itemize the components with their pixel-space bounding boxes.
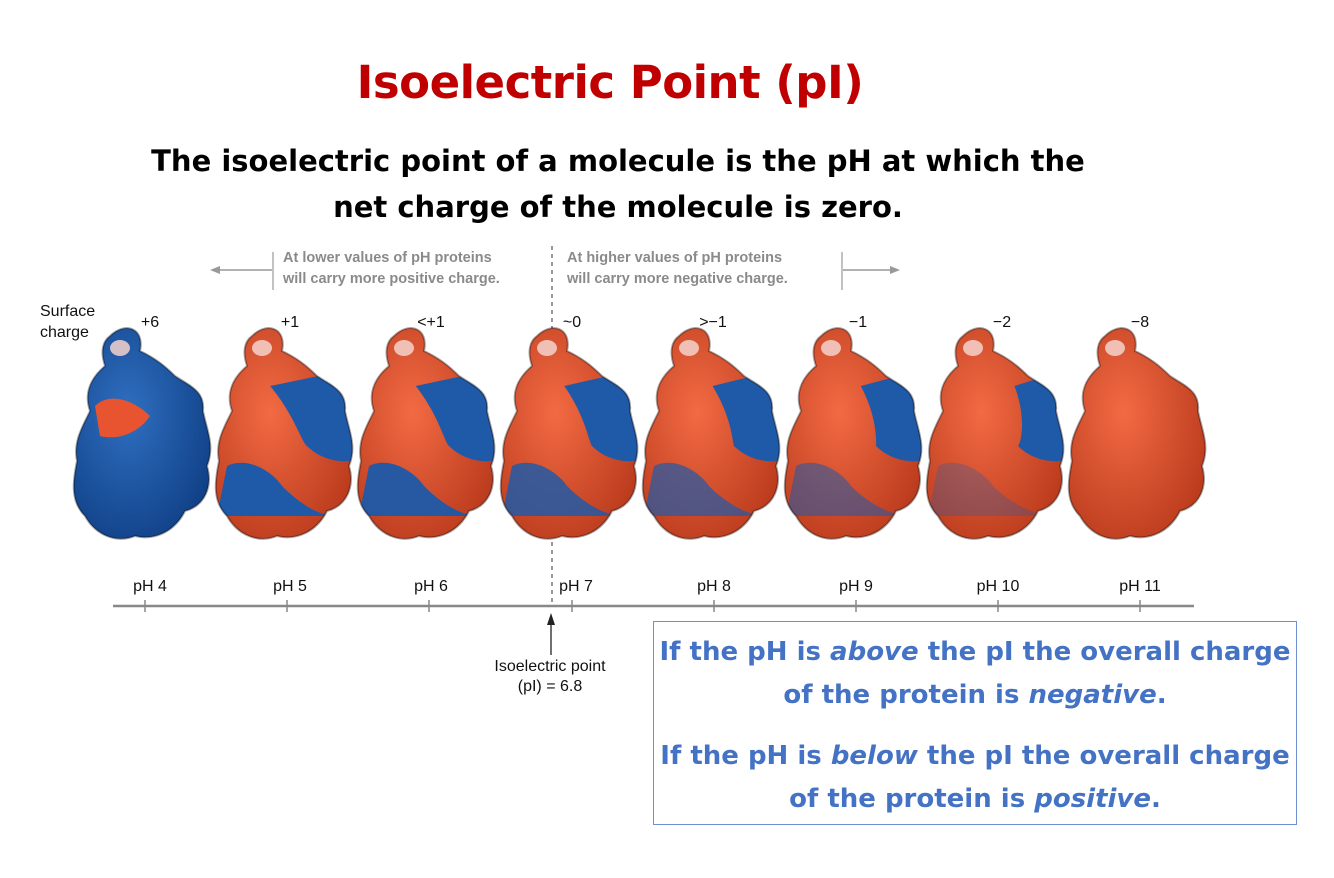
definition-line-1: The isoelectric point of a molecule is t… bbox=[151, 144, 1085, 178]
above-pi-rule-line-2: of the protein is negative. bbox=[654, 674, 1296, 717]
charge-label: +1 bbox=[280, 314, 300, 331]
positive-patch bbox=[644, 462, 764, 516]
higher-ph-note: At higher values of pH proteins will car… bbox=[567, 248, 788, 290]
protein-surface bbox=[356, 327, 496, 540]
protein-surface bbox=[641, 327, 781, 540]
protein-edge bbox=[783, 327, 923, 540]
positive-patch bbox=[928, 462, 1048, 516]
rule-text: . bbox=[1151, 784, 1161, 814]
protein-highlight bbox=[1105, 340, 1125, 356]
rule-text: of the protein is bbox=[783, 680, 1029, 710]
ph-label: pH 5 bbox=[273, 578, 307, 595]
higher-ph-note-line-1: At higher values of pH proteins bbox=[567, 250, 783, 266]
protein-surface bbox=[925, 327, 1065, 540]
definition-text: The isoelectric point of a molecule is t… bbox=[0, 138, 1236, 230]
negative-patch bbox=[95, 398, 150, 438]
charge-label: −1 bbox=[848, 314, 868, 331]
protein-surface bbox=[214, 327, 354, 540]
rule-text: the pI the overall charge bbox=[918, 637, 1291, 667]
charge-label: >−1 bbox=[699, 314, 727, 331]
isoelectric-point-line-2: (pI) = 6.8 bbox=[517, 678, 583, 695]
protein-highlight bbox=[821, 340, 841, 356]
protein-surface bbox=[1067, 327, 1207, 540]
charge-label: <+1 bbox=[417, 314, 445, 331]
pi-arrowhead bbox=[547, 613, 555, 625]
lower-ph-note-line-2: will carry more positive charge. bbox=[283, 271, 500, 287]
protein-surface bbox=[72, 327, 212, 540]
surface-charge-label-line-1: Surface bbox=[40, 303, 96, 320]
protein-body bbox=[73, 328, 211, 539]
protein-edge bbox=[356, 327, 496, 540]
ph-label: pH 10 bbox=[976, 578, 1020, 595]
below-pi-rule-line-1: If the pH is below the pI the overall ch… bbox=[654, 735, 1296, 778]
protein-highlight bbox=[110, 340, 130, 356]
isoelectric-point-line-1: Isoelectric point bbox=[494, 658, 606, 675]
positive-patch bbox=[786, 462, 906, 516]
rule-text: of the protein is bbox=[789, 784, 1035, 814]
rule-text: the pI the overall charge bbox=[917, 741, 1290, 771]
surface-charge-label-line-2: charge bbox=[40, 324, 89, 341]
charge-label: −2 bbox=[992, 314, 1012, 331]
slide-title: Isoelectric Point (pI) bbox=[356, 56, 864, 109]
left-arrowhead bbox=[210, 266, 220, 274]
protein-body bbox=[1068, 328, 1206, 539]
ph-label: pH 6 bbox=[414, 578, 448, 595]
charge-label: ~0 bbox=[562, 314, 582, 331]
protein-edge bbox=[72, 327, 212, 540]
right-arrowhead bbox=[890, 266, 900, 274]
positive-patch bbox=[217, 462, 337, 517]
protein-body bbox=[926, 328, 1064, 539]
rule-emphasis: negative bbox=[1028, 680, 1157, 710]
protein-edge bbox=[641, 327, 781, 540]
rule-emphasis: positive bbox=[1034, 784, 1152, 814]
protein-surface bbox=[499, 327, 639, 540]
charge-label: −8 bbox=[1130, 314, 1150, 331]
protein-highlight bbox=[963, 340, 983, 356]
lower-ph-note: At lower values of pH proteins will carr… bbox=[283, 248, 500, 290]
rule-text: If the pH is bbox=[660, 741, 831, 771]
protein-highlight bbox=[679, 340, 699, 356]
protein-highlight bbox=[537, 340, 557, 356]
protein-edge bbox=[214, 327, 354, 540]
protein-edge bbox=[499, 327, 639, 540]
below-pi-rule-line-2: of the protein is positive. bbox=[654, 778, 1296, 821]
protein-edge bbox=[925, 327, 1065, 540]
charge-rule-box: If the pH is above the pI the overall ch… bbox=[653, 621, 1297, 825]
charge-label: +6 bbox=[140, 314, 160, 331]
protein-highlight bbox=[394, 340, 414, 356]
rule-text: . bbox=[1156, 680, 1167, 710]
ph-label: pH 4 bbox=[133, 578, 167, 595]
rule-emphasis: below bbox=[830, 741, 918, 771]
isoelectric-point-label: Isoelectric point (pI) = 6.8 bbox=[470, 657, 630, 697]
ph-label: pH 7 bbox=[559, 578, 593, 595]
rule-emphasis: above bbox=[830, 637, 919, 667]
positive-patch bbox=[502, 462, 622, 516]
below-pi-rule: If the pH is below the pI the overall ch… bbox=[654, 735, 1296, 821]
protein-highlight bbox=[252, 340, 272, 356]
definition-line-2: net charge of the molecule is zero. bbox=[333, 190, 903, 224]
protein-surface-models bbox=[72, 327, 1207, 540]
rule-text: If the pH is bbox=[659, 637, 831, 667]
lower-ph-note-line-1: At lower values of pH proteins bbox=[283, 250, 492, 266]
protein-surface bbox=[783, 327, 923, 540]
surface-charge-label: Surface charge bbox=[40, 301, 95, 343]
ph-label: pH 8 bbox=[697, 578, 731, 595]
positive-patch bbox=[359, 462, 479, 516]
ph-label: pH 9 bbox=[839, 578, 873, 595]
ph-axis-ticks bbox=[144, 600, 1141, 612]
higher-ph-note-line-2: will carry more negative charge. bbox=[567, 271, 788, 287]
ph-label: pH 11 bbox=[1119, 578, 1161, 595]
above-pi-rule: If the pH is above the pI the overall ch… bbox=[654, 631, 1296, 717]
protein-edge bbox=[1067, 327, 1207, 540]
above-pi-rule-line-1: If the pH is above the pI the overall ch… bbox=[654, 631, 1296, 674]
